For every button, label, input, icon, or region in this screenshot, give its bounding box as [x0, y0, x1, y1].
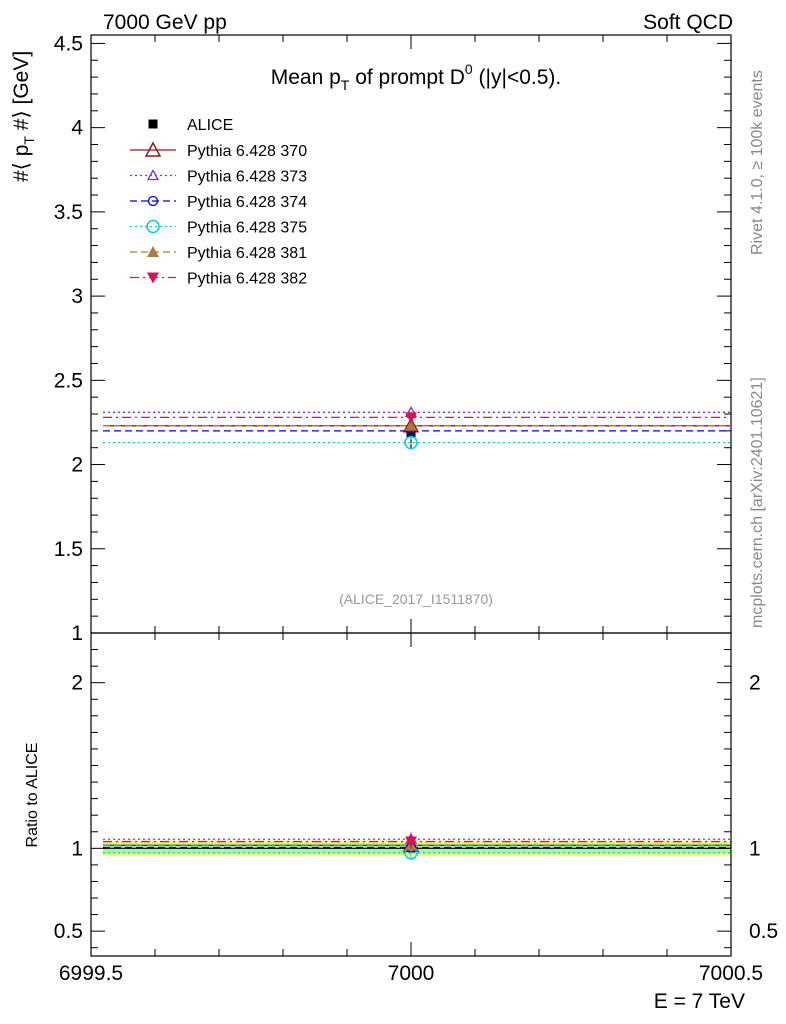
ratio-series-lines — [103, 838, 731, 854]
main-y-ticks: 1 1.5 2 2.5 3 3.5 4 4.5 — [54, 32, 731, 645]
marker-triangle-down-filled — [405, 412, 417, 424]
chart-title: Mean pT of prompt D0 (|y|<0.5). — [271, 61, 561, 93]
ratio-frame — [90, 632, 732, 957]
ratio-y-tick-label: 2 — [71, 672, 83, 695]
marker-triangle-down-filled — [147, 272, 159, 284]
header-left: 7000 GeV pp — [103, 11, 227, 34]
main-x-ticks — [90, 35, 732, 956]
ratio-y-tick-label-right: 0.5 — [749, 920, 778, 943]
legend-label-data: ALICE — [187, 117, 233, 134]
ratio-y-tick-label-right: 2 — [749, 672, 761, 695]
ratio-y-tick-label: 0.5 — [54, 920, 83, 943]
header-right: Soft QCD — [643, 11, 733, 34]
main-y-tick-label: 4 — [71, 117, 83, 140]
ratio-y-tick-label-right: 1 — [749, 837, 761, 860]
marker-triangle-open — [144, 141, 162, 157]
legend: ALICE Pythia 6.428 370 Pythia 6.428 373 Pyt… — [130, 117, 307, 288]
ratio-y-tick-label: 1 — [71, 837, 83, 860]
ratio-y-ticks: 0.5 0.5 1 1 2 2 — [54, 632, 778, 949]
legend-label: Pythia 6.428 381 — [187, 245, 307, 262]
legend-label: Pythia 6.428 370 — [187, 143, 307, 160]
main-y-tick-label: 1.5 — [54, 538, 83, 561]
legend-label: Pythia 6.428 375 — [187, 220, 307, 237]
mcplots-label: mcplots.cern.ch [arXiv:2401.10621] — [749, 377, 766, 628]
marker-triangle-filled — [147, 246, 159, 257]
legend-label: Pythia 6.428 374 — [187, 194, 307, 211]
x-tick-label: 7000.5 — [699, 962, 763, 985]
marker-triangle-open-small — [146, 169, 160, 181]
main-panel: 1 1.5 2 2.5 3 3.5 4 4.5 Mean pT of prompt D0 (|… — [10, 32, 732, 956]
watermark: (ALICE_2017_I1511870) — [339, 591, 493, 607]
ratio-y-axis-label: Ratio to ALICE — [24, 743, 41, 848]
y-axis-label: #⟨ pT #⟩ [GeV] — [10, 51, 37, 182]
ratio-x-ticks: 6999.5 7000 7000.5 — [59, 962, 763, 985]
marker-circle-open — [146, 219, 160, 234]
ratio-series-points — [402, 832, 420, 860]
rivet-label: Rivet 4.1.0, ≥ 100k events — [749, 70, 766, 255]
legend-label: Pythia 6.428 373 — [187, 169, 307, 186]
marker-circle-open-small — [147, 195, 159, 207]
marker-triangle-down-filled — [405, 836, 417, 848]
marker-square — [148, 119, 158, 129]
marker-triangle-filled — [405, 419, 417, 431]
main-y-tick-label: 3 — [71, 285, 83, 308]
marker-circle-open — [404, 435, 418, 450]
x-tick-label: 7000 — [388, 962, 435, 985]
main-series-points — [402, 405, 420, 450]
main-y-tick-label: 2.5 — [54, 369, 83, 392]
main-y-tick-label: 2 — [71, 454, 83, 477]
legend-label: Pythia 6.428 382 — [187, 271, 307, 288]
main-y-tick-label: 4.5 — [54, 32, 83, 55]
main-y-tick-label: 3.5 — [54, 201, 83, 224]
x-axis-label: E = 7 TeV — [654, 990, 745, 1013]
ratio-panel: 0.5 0.5 1 1 2 2 6999.5 7000 7000.5 Ratio to ALI… — [24, 632, 778, 1013]
x-tick-label: 6999.5 — [59, 962, 123, 985]
main-y-tick-label: 1 — [71, 622, 83, 645]
